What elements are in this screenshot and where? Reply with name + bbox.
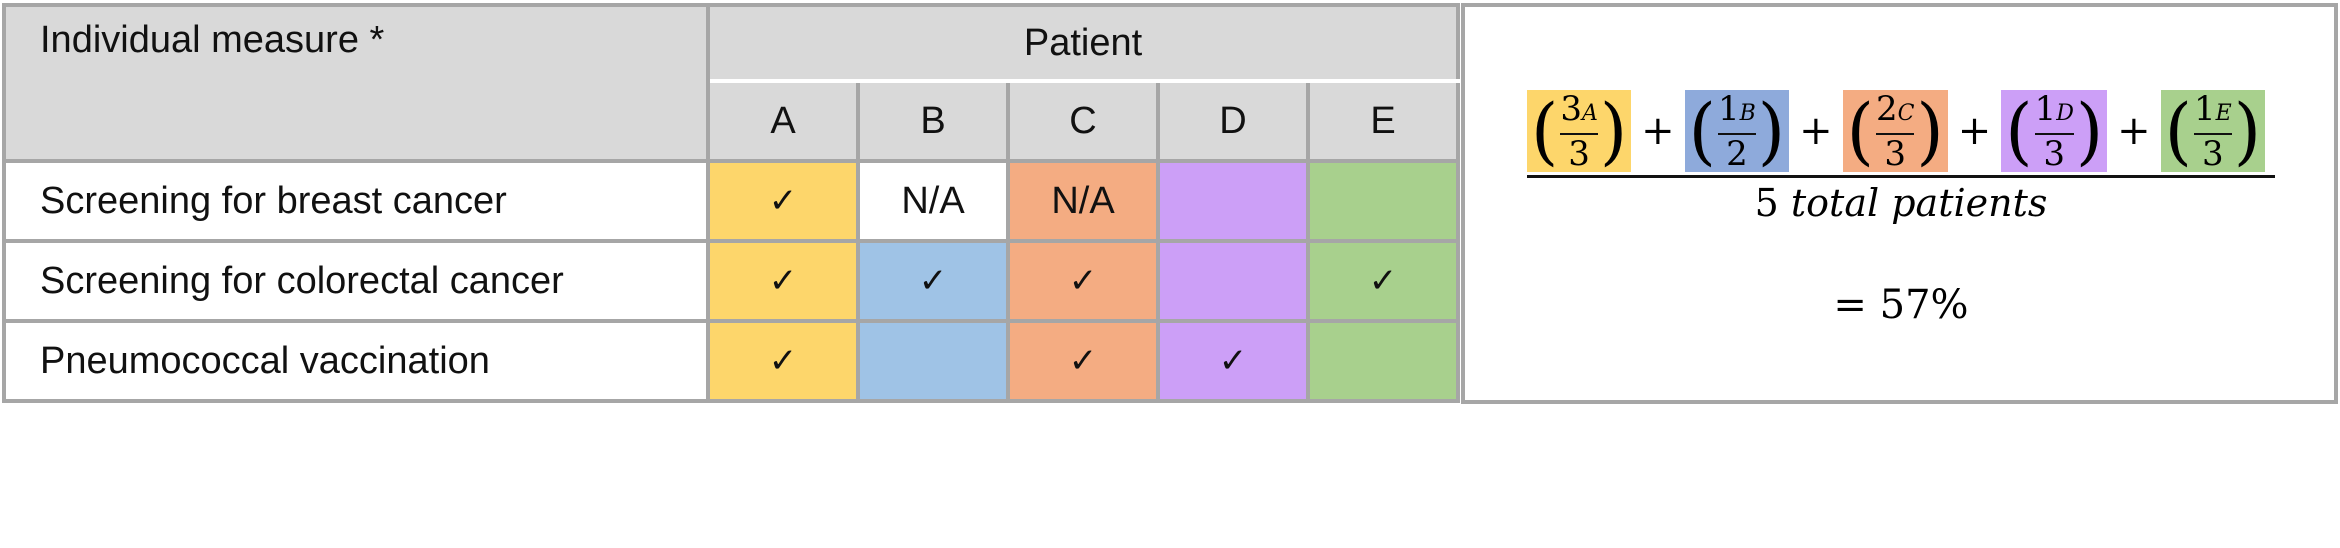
formula-denominator: 5 total patients: [1527, 181, 2275, 225]
term-a-subscript: A: [1581, 100, 1598, 126]
plus-sign: +: [1799, 108, 1833, 154]
cell-breast-c: N/A: [1006, 159, 1160, 243]
term-a-denominator: 3: [1568, 133, 1590, 174]
formula-term-b: ( 1B 2 ): [1684, 88, 1790, 174]
term-d-numerator: 1: [2034, 88, 2057, 129]
table-row: Screening for breast cancer ✓ N/A N/A: [2, 159, 1460, 243]
formula-term-c: ( 2C 3 ): [1842, 88, 1948, 174]
cell-pneumo-d: ✓: [1156, 319, 1310, 403]
cell-pneumo-a: ✓: [706, 319, 860, 403]
fraction-bar: [1527, 175, 2275, 178]
cell-colorectal-d: [1156, 239, 1310, 323]
formula-term-e: ( 1E 3 ): [2160, 88, 2265, 174]
row-label-breast-cancer: Screening for breast cancer: [2, 159, 710, 243]
cell-pneumo-c: ✓: [1006, 319, 1160, 403]
cell-colorectal-b: ✓: [856, 239, 1010, 323]
denominator-text: total patients: [1790, 181, 2048, 225]
row-label-pneumococcal: Pneumococcal vaccination: [2, 319, 710, 403]
cell-breast-b: N/A: [856, 159, 1010, 243]
term-c-subscript: C: [1897, 100, 1915, 126]
term-e-subscript: E: [2215, 100, 2232, 126]
cell-breast-d: [1156, 159, 1310, 243]
cell-breast-e: [1306, 159, 1460, 243]
patient-group-header: Patient: [706, 3, 1460, 83]
row-label-colorectal-cancer: Screening for colorectal cancer: [2, 239, 710, 323]
term-e-numerator: 1: [2193, 88, 2216, 129]
term-c-numerator: 2: [1875, 88, 1898, 129]
cell-colorectal-e: ✓: [1306, 239, 1460, 323]
term-c-denominator: 3: [1884, 133, 1906, 174]
cell-pneumo-b: [856, 319, 1010, 403]
formula-term-a: ( 3A 3 ): [1527, 88, 1632, 174]
term-e-denominator: 3: [2202, 133, 2224, 174]
patient-header-c: C: [1006, 79, 1160, 163]
cell-colorectal-c: ✓: [1006, 239, 1160, 323]
term-d-subscript: D: [2056, 100, 2074, 126]
term-b-numerator: 1: [1717, 88, 1740, 129]
measures-table: Individual measure * Patient A B C D E S…: [2, 3, 1460, 403]
cell-colorectal-a: ✓: [706, 239, 860, 323]
term-b-denominator: 2: [1726, 133, 1748, 174]
table-row: Pneumococcal vaccination ✓ ✓ ✓: [2, 319, 1460, 403]
patient-header-d: D: [1156, 79, 1310, 163]
header-row-1: Individual measure * Patient: [2, 3, 1460, 163]
quality-measure-figure: Individual measure * Patient A B C D E S…: [2, 3, 2338, 404]
cell-breast-a: ✓: [706, 159, 860, 243]
patient-header-a: A: [706, 79, 860, 163]
formula-panel: ( 3A 3 ) + ( 1B 2 ) + (: [1461, 3, 2338, 404]
measure-column-header: Individual measure *: [2, 3, 710, 163]
plus-sign: +: [2117, 108, 2151, 154]
patient-header-e: E: [1306, 79, 1460, 163]
formula-term-d: ( 1D 3 ): [2001, 88, 2108, 174]
formula-numerator: ( 3A 3 ) + ( 1B 2 ) + (: [1527, 87, 2265, 175]
table-row: Screening for colorectal cancer ✓ ✓ ✓ ✓: [2, 239, 1460, 323]
cell-pneumo-e: [1306, 319, 1460, 403]
plus-sign: +: [1957, 108, 1992, 154]
term-a-numerator: 3: [1560, 88, 1582, 129]
plus-sign: +: [1641, 108, 1675, 154]
term-b-subscript: B: [1739, 100, 1756, 126]
header-row-2: A B C D E: [4, 79, 1460, 163]
denominator-value: 5: [1754, 181, 1779, 225]
patient-header-b: B: [856, 79, 1010, 163]
term-d-denominator: 3: [2043, 133, 2066, 174]
formula-result: = 57%: [1833, 282, 1969, 328]
